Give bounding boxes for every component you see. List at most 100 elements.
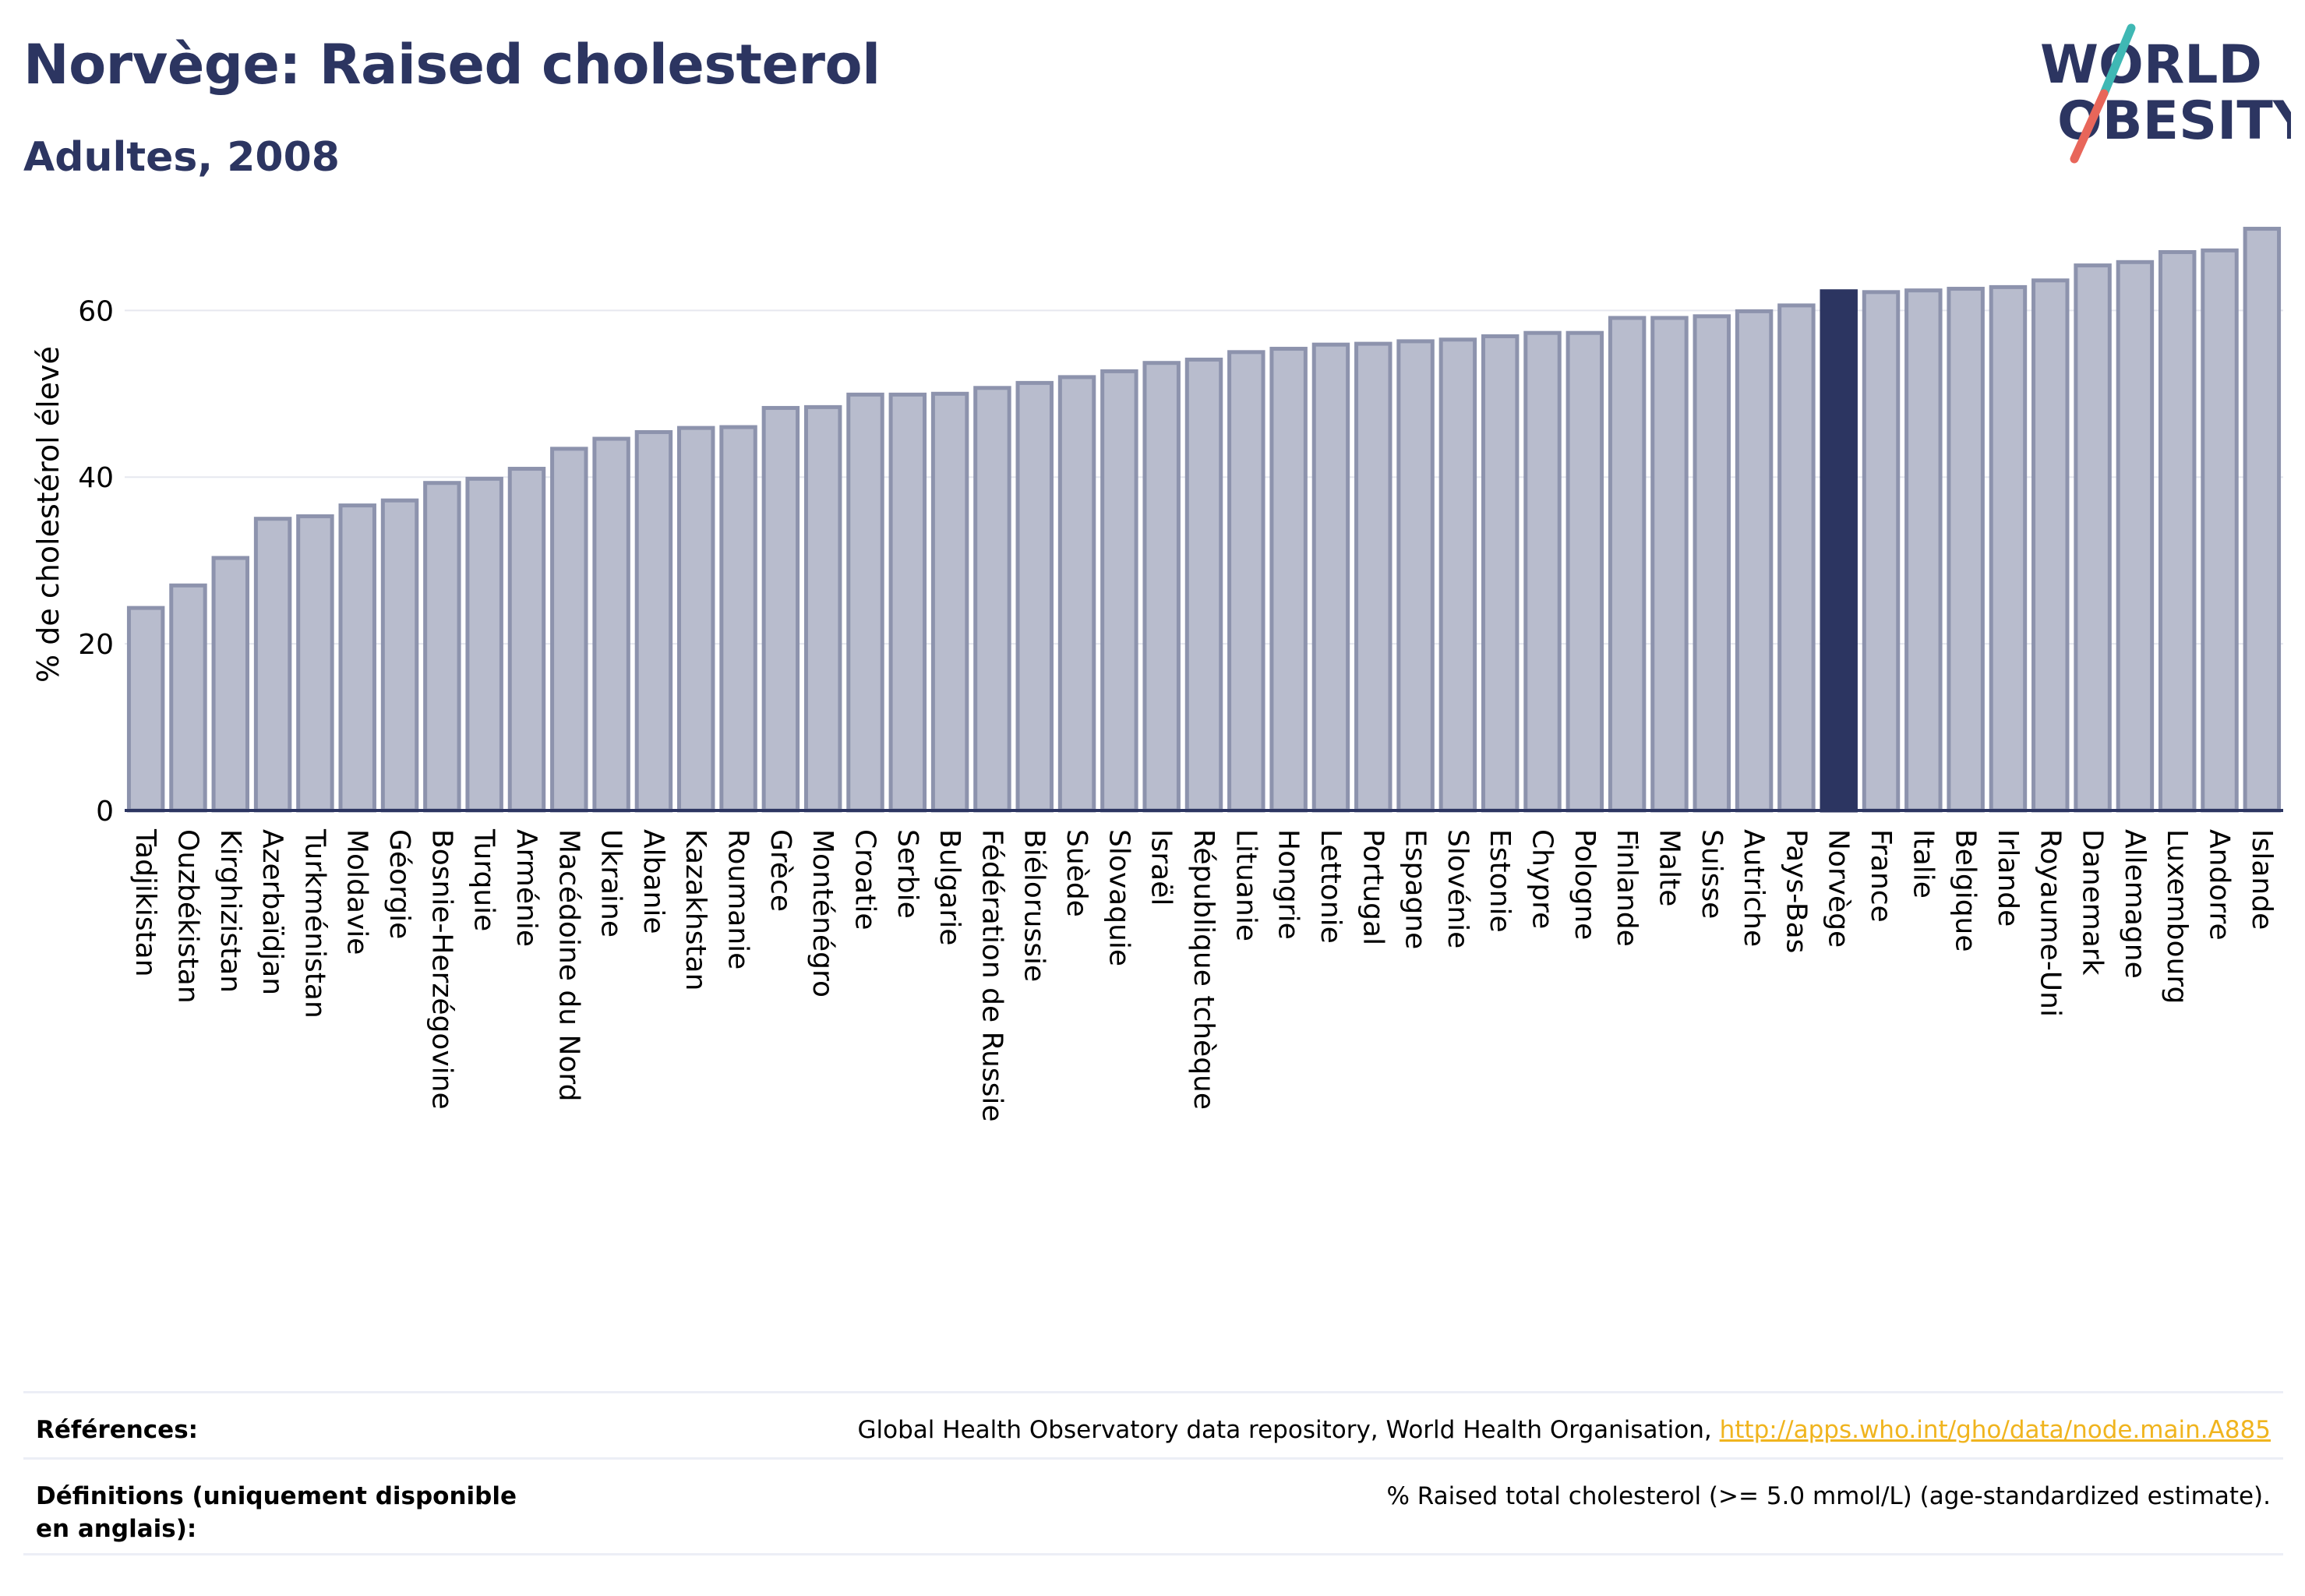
bar [338,503,376,813]
bar [846,392,884,813]
x-tick-label: Espagne [1400,829,1431,949]
references-label: Références: [36,1416,199,1444]
x-tick-label: Hongrie [1273,829,1304,940]
x-tick-label: Roumanie [722,829,754,969]
x-tick-label: Turkménistan [298,828,330,1019]
bar [1693,314,1731,813]
x-tick-label: Autriche [1738,829,1770,947]
x-tick-label: Kirghizistan [214,829,246,993]
bar [465,476,503,813]
x-tick-label: Allemagne [2119,829,2151,979]
bar [1396,339,1435,813]
bar [1650,316,1689,813]
x-tick-label: Andorre [2204,829,2236,941]
bar [507,467,546,813]
bar [423,481,461,813]
footer-definitions-row: Définitions (uniquement disponible en an… [23,1457,2283,1555]
bar [719,425,757,813]
y-tick-label: 40 [78,462,114,494]
x-tick-label: Serbie [891,829,923,919]
x-tick-label: Irlande [1992,829,2024,927]
bar [253,517,292,813]
bar [2031,278,2070,813]
x-tick-label: Portugal [1357,829,1389,945]
bar [634,429,673,813]
x-tick-label: Tadjikistan [129,828,161,977]
bar [2201,248,2239,813]
bar [1311,342,1350,813]
bar-highlighted [1820,289,1858,813]
x-tick-label: Grèce [764,829,796,912]
bar [973,386,1011,813]
bar [1481,334,1520,813]
footer-table: Références: Global Health Observatory da… [23,1391,2283,1555]
x-tick-label: Ouzbékistan [171,829,203,1004]
chart-title: Norvège: Raised cholesterol [23,33,881,97]
bar-chart: 0 20 40 60 Tadjikistan Ouzbékistan Kirghizista… [78,227,2283,1121]
x-tick-label: Estonie [1484,829,1516,933]
bar [1142,361,1181,813]
x-tick-label: Luxembourg [2161,829,2193,1004]
bar [1184,357,1223,813]
x-tick-label: Géorgie [383,829,415,939]
x-tick-label: Norvège [1823,829,1855,948]
references-link[interactable]: http://apps.who.int/gho/data/node.main.A… [1719,1416,2271,1444]
x-tick-label: Finlande [1611,829,1643,947]
logo-slash-teal [2099,23,2136,98]
logo-text-world: WORLD [2040,34,2262,96]
y-tick-label: 20 [78,629,114,661]
bar [2074,263,2112,813]
bar [1608,316,1647,813]
bar [592,436,630,813]
bar [1057,375,1096,813]
x-tick-label: Turquie [468,828,500,931]
bar [169,583,207,813]
bar [2243,227,2282,813]
x-tick-label: Bosnie-Herzégovine [425,829,457,1110]
bar [550,447,588,813]
bar [888,392,927,813]
bar [677,425,715,813]
bar [1947,287,1985,813]
x-tick-label: Islande [2246,829,2278,930]
x-tick-label: Lituanie [1230,829,1262,941]
x-tick-label: Pays-Bas [1780,829,1812,953]
bar [1354,341,1393,813]
definitions-label: Définitions (uniquement disponible en an… [36,1482,517,1543]
bar [380,498,419,813]
y-axis-label: % de cholestérol élevé [31,346,65,683]
bar [1904,288,1943,813]
bar [126,606,165,813]
x-tick-label: Danemark [2077,829,2109,976]
bar [1735,309,1774,813]
x-tick-label: Albanie [637,829,669,934]
x-tick-label: Italie [1907,829,1939,899]
bar [930,391,969,813]
x-tick-label: Arménie [510,829,542,947]
bar [803,404,842,813]
footer-references-row: Références: Global Health Observatory da… [23,1391,2283,1457]
x-tick-label: Belgique [1950,829,1982,952]
x-tick-label: Malte [1653,829,1685,906]
bar [211,556,250,813]
x-tick-label: Kazakhstan [679,829,711,990]
bar [1989,284,2028,813]
x-tick-label: Azerbaïdjan [256,829,288,995]
x-tick-label: Moldavie [341,829,373,955]
world-obesity-logo: WORLD OBESITY [2040,23,2291,164]
x-tick-label: République tchèque [1188,829,1220,1110]
logo-slash-coral [2070,89,2109,164]
bar [1227,350,1265,813]
references-text: Global Health Observatory data repositor… [857,1416,1720,1444]
x-tick-label: Croatie [849,829,881,930]
x-tick-label: Monténégro [807,829,838,998]
bar [1862,290,1901,813]
chart-subtitle: Adultes, 2008 [23,134,340,181]
bar [1269,347,1308,813]
x-tick-label: Fédération de Russie [976,829,1008,1121]
y-tick-label: 0 [96,796,114,828]
x-tick-label: France [1865,829,1897,923]
x-tick-label: Royaume-Uni [2034,829,2066,1017]
bar [1100,369,1138,813]
bar [1015,380,1054,813]
